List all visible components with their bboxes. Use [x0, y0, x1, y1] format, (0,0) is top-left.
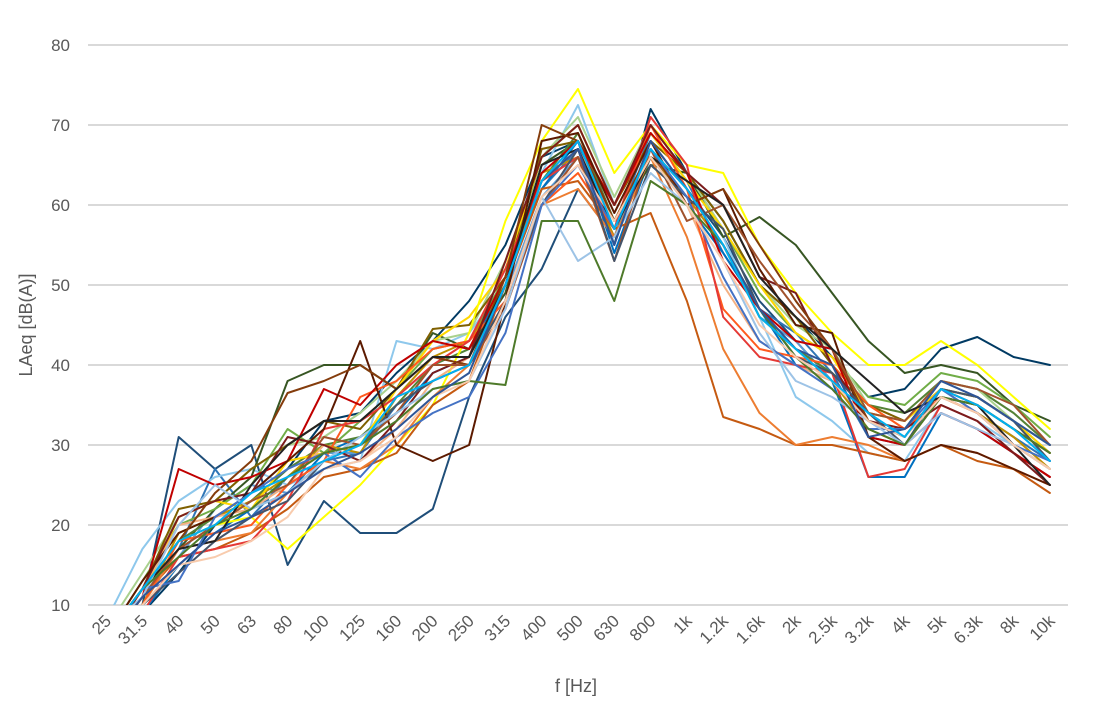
series-line	[140, 140, 1051, 605]
x-tick-label: 50	[197, 611, 224, 638]
x-tick-label: 1.6k	[732, 611, 769, 648]
series-lines	[113, 88, 1051, 605]
series-line	[133, 180, 1051, 605]
x-tick-label: 31.5	[114, 611, 151, 648]
y-tick-label: 30	[51, 436, 70, 455]
x-tick-label: 630	[590, 611, 623, 644]
series-line	[135, 132, 1051, 605]
x-tick-label: 400	[517, 611, 550, 644]
series-line	[129, 140, 1051, 605]
y-tick-label: 80	[51, 36, 70, 55]
y-tick-label: 10	[51, 596, 70, 615]
x-tick-label: 315	[481, 611, 514, 644]
y-tick-label: 70	[51, 116, 70, 135]
series-line	[133, 140, 1051, 605]
x-tick-label: 100	[299, 611, 332, 644]
series-line	[129, 124, 1051, 605]
x-tick-label: 40	[161, 611, 188, 638]
x-tick-label: 63	[233, 611, 260, 638]
series-line	[140, 124, 1051, 605]
series-line	[129, 88, 1051, 605]
x-tick-label: 800	[626, 611, 659, 644]
x-tick-label: 500	[553, 611, 586, 644]
x-tick-label: 200	[408, 611, 441, 644]
series-line	[125, 132, 1051, 605]
y-tick-label: 60	[51, 196, 70, 215]
x-tick-label: 6.3k	[950, 611, 987, 648]
x-tick-label: 160	[372, 611, 405, 644]
x-tick-labels: 25 31.5 40 50 63 80 100 125 160 200 250 315 400 500 63…	[88, 611, 1059, 648]
series-line	[135, 148, 1051, 605]
y-tick-label: 40	[51, 356, 70, 375]
series-line	[129, 180, 1051, 605]
x-tick-label: 3.2k	[841, 611, 878, 648]
series-line	[130, 124, 1051, 605]
y-tick-labels: 10 20 30 40 50 60 70 80	[51, 36, 70, 615]
x-tick-label: 8k	[996, 611, 1022, 637]
series-line	[135, 140, 1051, 605]
x-tick-label: 250	[444, 611, 477, 644]
series-line	[146, 116, 1051, 605]
y-axis-title: LAeq [dB(A)]	[16, 273, 36, 376]
series-line	[147, 140, 1051, 605]
x-tick-label: 4k	[887, 611, 913, 637]
y-tick-label: 50	[51, 276, 70, 295]
y-tick-label: 20	[51, 516, 70, 535]
x-tick-label: 1k	[670, 611, 696, 637]
x-tick-label: 80	[270, 611, 297, 638]
series-line	[131, 172, 1051, 605]
series-line	[129, 140, 1051, 605]
x-tick-label: 10k	[1026, 611, 1059, 644]
x-tick-label: 1.2k	[696, 611, 733, 648]
series-line	[148, 108, 1051, 605]
x-tick-label: 5k	[924, 611, 950, 637]
x-tick-label: 2.5k	[805, 611, 842, 648]
series-line	[135, 132, 1051, 605]
series-line	[141, 156, 1051, 605]
x-axis-title: f [Hz]	[555, 676, 597, 696]
series-line	[125, 124, 1051, 605]
x-tick-label: 125	[336, 611, 369, 644]
x-tick-label: 2k	[778, 611, 804, 637]
x-tick-label: 25	[88, 611, 115, 638]
